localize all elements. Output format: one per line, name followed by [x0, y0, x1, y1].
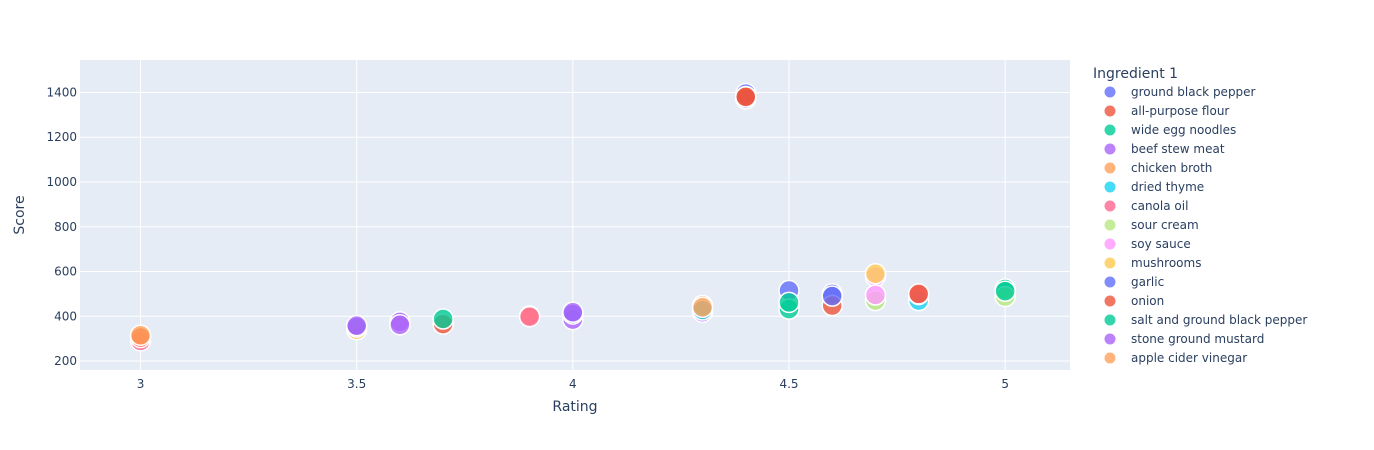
legend-item[interactable]: beef stew meat: [1103, 142, 1225, 156]
legend-item[interactable]: mushrooms: [1103, 256, 1201, 270]
x-axis-title: Rating: [552, 399, 597, 415]
legend-label: apple cider vinegar: [1131, 351, 1247, 365]
y-axis-title: Score: [12, 195, 28, 234]
legend-marker: [1103, 294, 1117, 308]
grid-lines: [80, 60, 1070, 370]
legend-marker: [1103, 351, 1117, 365]
legend-label: chicken broth: [1131, 161, 1212, 175]
data-point[interactable]: [864, 263, 887, 285]
x-axis-ticks: 3 3.5 4 4.5 5: [137, 377, 1009, 391]
legend-marker: [1103, 142, 1117, 156]
data-point[interactable]: [994, 280, 1016, 302]
y-axis-ticks: 200 400 600 800 1000 1200 1400: [46, 85, 77, 368]
x-tick-label: 5: [1001, 377, 1009, 391]
legend-marker: [1103, 313, 1117, 327]
data-point[interactable]: [389, 314, 411, 336]
legend-item[interactable]: garlic: [1103, 275, 1164, 289]
legend-label: stone ground mustard: [1131, 332, 1264, 346]
legend-label: dried thyme: [1131, 180, 1204, 194]
x-tick-label: 3.5: [347, 377, 366, 391]
legend-marker: [1103, 161, 1117, 175]
legend-marker: [1103, 123, 1117, 137]
x-tick-label: 3: [137, 377, 145, 391]
data-point[interactable]: [821, 285, 843, 307]
legend-label: onion: [1131, 294, 1164, 308]
y-tick-label: 1000: [46, 175, 77, 189]
y-tick-label: 400: [54, 309, 77, 323]
y-tick-label: 200: [54, 354, 77, 368]
data-point[interactable]: [345, 314, 368, 337]
legend-item[interactable]: dried thyme: [1103, 180, 1204, 194]
data-point[interactable]: [562, 301, 584, 324]
legend-marker: [1103, 275, 1117, 289]
legend-marker: [1103, 256, 1117, 270]
legend-label: wide egg noodles: [1131, 123, 1236, 137]
data-point[interactable]: [778, 291, 800, 314]
legend-label: sour cream: [1131, 218, 1199, 232]
legend-label: all-purpose flour: [1131, 104, 1229, 118]
legend-label: ground black pepper: [1131, 85, 1256, 99]
legend-item[interactable]: wide egg noodles: [1103, 123, 1236, 137]
data-points: [129, 82, 1016, 352]
y-tick-label: 600: [54, 265, 77, 279]
legend-item[interactable]: canola oil: [1103, 199, 1188, 213]
data-point[interactable]: [735, 86, 757, 108]
x-tick-label: 4: [569, 377, 577, 391]
legend-item[interactable]: apple cider vinegar: [1103, 351, 1247, 365]
data-point[interactable]: [129, 324, 152, 347]
legend-item[interactable]: chicken broth: [1103, 161, 1212, 175]
legend-marker: [1103, 237, 1117, 251]
y-tick-label: 800: [54, 220, 77, 234]
legend-marker: [1103, 85, 1117, 99]
legend-item[interactable]: onion: [1103, 294, 1164, 308]
y-tick-label: 1200: [46, 130, 77, 144]
legend-marker: [1103, 218, 1117, 232]
x-tick-label: 4.5: [779, 377, 798, 391]
data-point[interactable]: [691, 296, 714, 319]
legend-label: canola oil: [1131, 199, 1188, 213]
data-point[interactable]: [907, 283, 930, 305]
legend-label: garlic: [1131, 275, 1164, 289]
legend-marker: [1103, 180, 1117, 194]
legend-marker: [1103, 104, 1117, 118]
legend-label: beef stew meat: [1131, 142, 1225, 156]
data-point[interactable]: [864, 284, 887, 306]
legend-marker: [1103, 332, 1117, 346]
legend-item[interactable]: stone ground mustard: [1103, 332, 1264, 346]
legend-title: Ingredient 1: [1093, 66, 1178, 82]
legend-label: soy sauce: [1131, 237, 1191, 251]
legend: ground black pepper all-purpose flour wide…: [1103, 85, 1307, 365]
legend-item[interactable]: all-purpose flour: [1103, 104, 1229, 118]
legend-label: salt and ground black pepper: [1131, 313, 1307, 327]
data-point[interactable]: [518, 305, 541, 328]
legend-marker: [1103, 199, 1117, 213]
legend-label: mushrooms: [1131, 256, 1201, 270]
legend-item[interactable]: ground black pepper: [1103, 85, 1256, 99]
legend-item[interactable]: soy sauce: [1103, 237, 1191, 251]
legend-item[interactable]: sour cream: [1103, 218, 1199, 232]
legend-item[interactable]: salt and ground black pepper: [1103, 313, 1307, 327]
y-tick-label: 1400: [46, 85, 77, 99]
data-point[interactable]: [432, 308, 454, 330]
